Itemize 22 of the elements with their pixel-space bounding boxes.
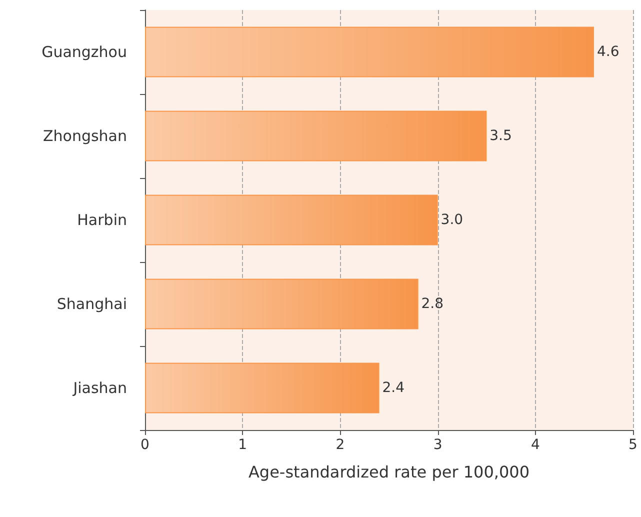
x-tick-label: 4 <box>530 437 540 453</box>
x-tick-label: 1 <box>238 437 248 453</box>
data-label: 2.8 <box>421 296 444 312</box>
x-tick-label: 3 <box>433 437 442 453</box>
y-tick-label: Jiashan <box>72 379 127 397</box>
bar <box>145 110 487 162</box>
y-tick-label: Zhongshan <box>42 127 127 145</box>
x-tick-label: 2 <box>336 437 345 453</box>
x-tick-label: 5 <box>628 437 638 453</box>
bar <box>145 194 438 246</box>
x-axis-title: Age-standardized rate per 100,000 <box>248 462 530 482</box>
data-label: 3.5 <box>490 128 512 144</box>
data-label: 3.0 <box>440 212 464 228</box>
y-tick-label: Guangzhou <box>42 43 127 61</box>
bar <box>145 26 594 78</box>
y-tick-label: Harbin <box>77 211 127 229</box>
data-label: 2.4 <box>382 380 405 396</box>
y-tick-label: Shanghai <box>56 295 127 313</box>
data-label: 4.6 <box>596 44 620 60</box>
bar <box>145 278 418 330</box>
x-tick-label: 0 <box>140 437 150 453</box>
bar <box>145 362 380 414</box>
